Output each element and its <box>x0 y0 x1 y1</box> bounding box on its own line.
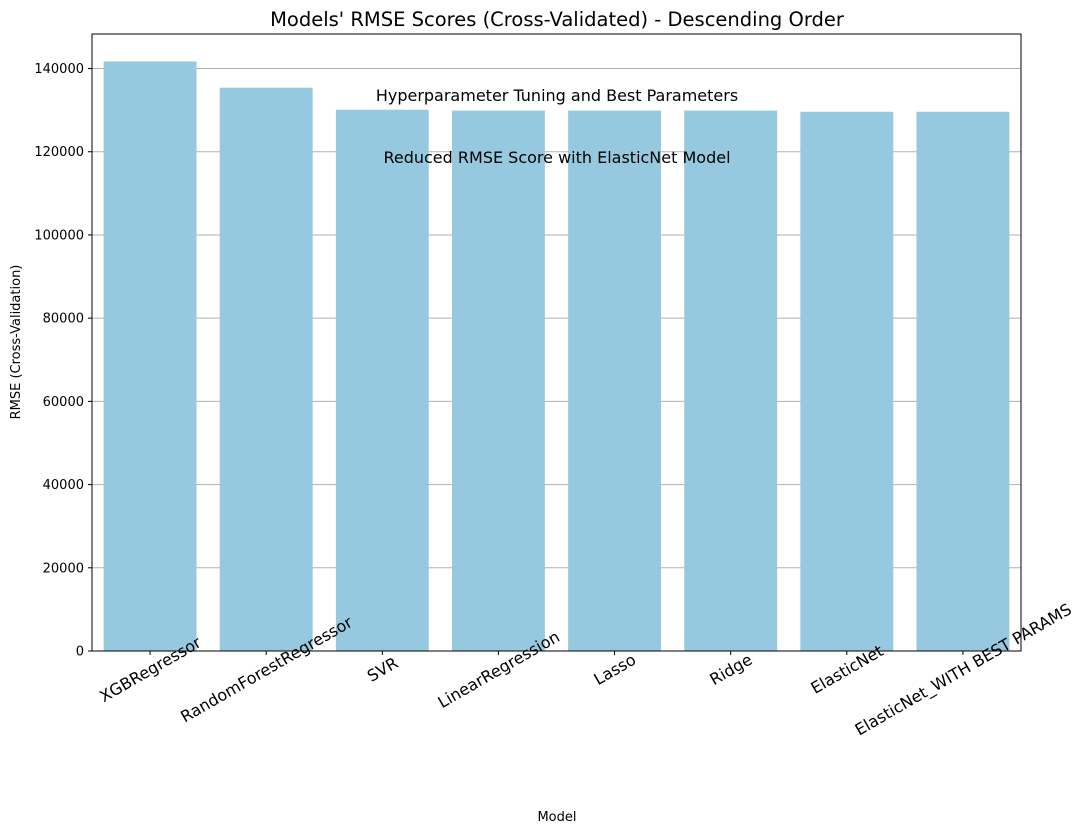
plot-frame <box>91 33 1022 652</box>
annotation-reduced-rmse: Reduced RMSE Score with ElasticNet Model <box>383 148 730 167</box>
y-axis-ticks: 0 20000 40000 60000 80000 100000 120000 140000 <box>34 62 92 660</box>
bar-ridge <box>684 110 778 652</box>
bar-linearregression <box>451 110 545 652</box>
chart-title: Models' RMSE Scores (Cross-Validated) - … <box>270 8 845 31</box>
bar-elasticnet <box>800 111 894 651</box>
x-tick-label: Lasso <box>590 650 639 689</box>
y-axis-label: RMSE (Cross-Validation) <box>9 265 24 420</box>
x-tick-label: Ridge <box>706 650 755 689</box>
bar-xgbregressor <box>103 61 197 651</box>
y-tick-label: 0 <box>76 645 84 660</box>
annotation-tuning: Hyperparameter Tuning and Best Parameter… <box>376 86 738 105</box>
bar-lasso <box>568 110 662 652</box>
y-tick-label: 40000 <box>43 478 84 493</box>
y-tick-label: 80000 <box>43 312 84 327</box>
y-tick-label: 20000 <box>43 561 84 576</box>
bar-randomforestregressor <box>219 87 313 651</box>
y-tick-label: 120000 <box>34 145 84 160</box>
y-tick-label: 140000 <box>34 62 84 77</box>
y-tick-label: 100000 <box>34 228 84 243</box>
x-axis-label: Model <box>537 810 576 825</box>
y-tick-label: 60000 <box>43 395 84 410</box>
x-tick-label: SVR <box>364 653 401 686</box>
bar-svr <box>335 109 429 652</box>
bar-elasticnet-with-best-params <box>916 111 1010 651</box>
bars <box>103 61 1010 652</box>
